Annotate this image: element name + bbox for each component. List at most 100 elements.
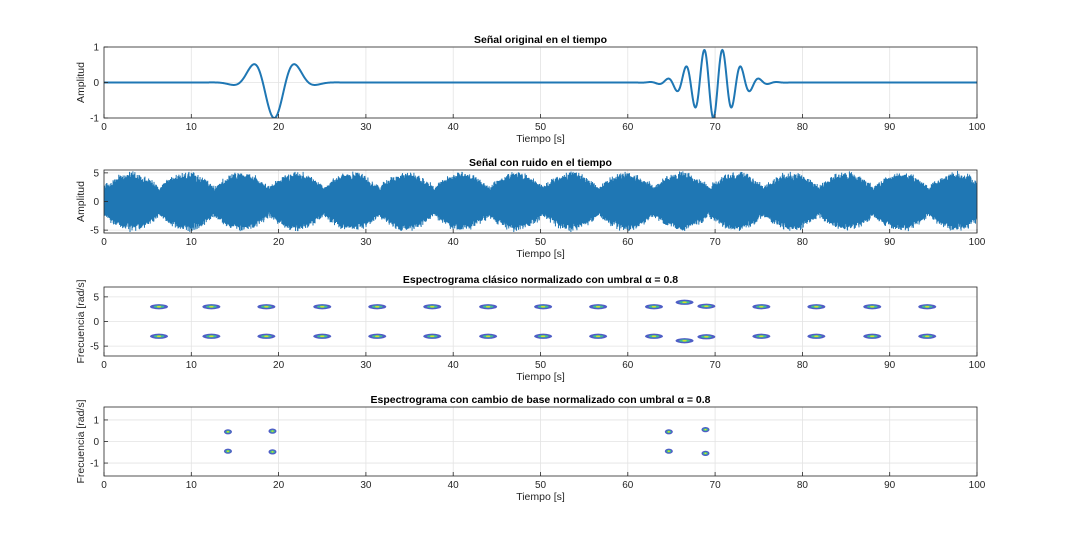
y-tick-label: 0 — [93, 437, 99, 448]
x-axis-label: Tiempo [s] — [516, 371, 565, 383]
spectrogram-blob-peak — [156, 306, 162, 308]
spectrogram-blob-peak — [485, 306, 491, 308]
x-tick-label: 80 — [797, 480, 809, 491]
spectrogram-blob-peak — [264, 335, 269, 337]
spectrogram-blob-peak — [704, 428, 707, 431]
x-tick-label: 100 — [969, 122, 986, 133]
x-axis-label: Tiempo [s] — [516, 133, 565, 145]
x-tick-label: 30 — [360, 122, 372, 133]
x-tick-label: 90 — [884, 122, 896, 133]
x-tick-label: 70 — [710, 480, 722, 491]
x-tick-label: 60 — [622, 480, 634, 491]
grid — [103, 287, 978, 356]
x-tick-label: 80 — [797, 122, 809, 133]
y-tick-label: 5 — [93, 292, 99, 303]
signal-line — [104, 48, 977, 118]
y-axis-label: Frecuencia [rad/s] — [75, 399, 87, 483]
plot-marks — [223, 427, 710, 456]
x-tick-label: 100 — [969, 480, 986, 491]
x-tick-label: 60 — [622, 360, 634, 371]
x-tick-label: 10 — [186, 237, 198, 248]
noisy-signal-line — [104, 170, 977, 233]
spectrogram-blob-peak — [320, 306, 325, 308]
x-tick-label: 30 — [360, 237, 372, 248]
spectrogram-blob-peak — [374, 335, 380, 337]
spectrogram-blob-peak — [814, 306, 819, 308]
spectrogram-blob-peak — [704, 305, 709, 307]
x-tick-label: 30 — [360, 480, 372, 491]
plot-marks — [104, 48, 977, 118]
subplot-title: Espectrograma con cambio de base normali… — [371, 394, 711, 406]
y-tick-label: -1 — [90, 114, 99, 125]
spectrogram-blob-peak — [540, 306, 546, 308]
subplot-title: Espectrograma clásico normalizado con um… — [403, 274, 678, 286]
x-tick-label: 60 — [622, 237, 634, 248]
x-tick-label: 0 — [101, 480, 107, 491]
spectrogram-blob-peak — [540, 335, 546, 337]
subplot-4: 0 10 20 30 40 50 60 70 80 90 100-101Espectrograma … — [75, 394, 986, 503]
spectrogram-blob-peak — [682, 340, 687, 342]
plot-marks — [104, 170, 977, 233]
spectrogram-blob-peak — [924, 335, 930, 337]
y-tick-label: 1 — [93, 415, 99, 426]
spectrogram-blob-peak — [869, 306, 875, 308]
subplot-3: 0 10 20 30 40 50 60 70 80 90 100-505Espectrograma … — [75, 274, 986, 383]
spectrogram-blob-peak — [209, 335, 214, 337]
spectrogram-blob-peak — [651, 335, 657, 337]
x-tick-label: 40 — [448, 480, 460, 491]
spectrogram-blob-peak — [704, 336, 709, 338]
spectrogram-blob-peak — [682, 301, 687, 303]
plot-marks — [149, 299, 937, 344]
spectrogram-blob-peak — [485, 335, 491, 337]
y-tick-label: -5 — [90, 226, 99, 237]
spectrogram-blob-peak — [156, 335, 162, 337]
spectrogram-blob-peak — [595, 335, 601, 337]
x-tick-label: 50 — [535, 122, 547, 133]
spectrogram-blob-peak — [429, 306, 435, 308]
x-tick-label: 0 — [101, 237, 107, 248]
y-tick-label: 5 — [93, 168, 99, 179]
spectrogram-blob-peak — [429, 335, 435, 337]
x-tick-label: 90 — [884, 360, 896, 371]
spectrogram-blob-peak — [924, 306, 930, 308]
x-tick-label: 10 — [186, 122, 198, 133]
x-tick-label: 10 — [186, 480, 198, 491]
x-tick-label: 20 — [273, 360, 285, 371]
spectrogram-blob-peak — [271, 451, 274, 453]
spectrogram-blob-peak — [226, 431, 229, 433]
x-tick-label: 40 — [448, 122, 460, 133]
x-tick-label: 50 — [535, 360, 547, 371]
x-tick-label: 70 — [710, 360, 722, 371]
spectrogram-blob-peak — [271, 430, 274, 432]
x-tick-label: 40 — [448, 237, 460, 248]
x-tick-label: 70 — [710, 122, 722, 133]
x-tick-label: 100 — [969, 237, 986, 248]
subplot-title: Señal con ruido en el tiempo — [469, 157, 612, 169]
y-tick-label: 0 — [93, 197, 99, 208]
x-tick-label: 50 — [535, 237, 547, 248]
x-tick-label: 70 — [710, 237, 722, 248]
y-tick-label: -5 — [90, 342, 99, 353]
y-axis-label: Frecuencia [rad/s] — [75, 279, 87, 363]
x-tick-label: 80 — [797, 360, 809, 371]
spectrogram-blob-peak — [264, 306, 269, 308]
y-tick-label: 0 — [93, 78, 99, 89]
spectrogram-blob-peak — [869, 335, 875, 337]
y-tick-label: 0 — [93, 317, 99, 328]
spectrogram-blob-peak — [667, 431, 670, 433]
x-tick-label: 20 — [273, 122, 285, 133]
spectrogram-blob-peak — [667, 450, 670, 452]
x-axis-label: Tiempo [s] — [516, 248, 565, 260]
x-tick-label: 0 — [101, 360, 107, 371]
x-tick-label: 90 — [884, 480, 896, 491]
y-axis-label: Amplitud — [75, 62, 87, 103]
spectrogram-blob-peak — [651, 306, 657, 308]
y-axis-label: Amplitud — [75, 181, 87, 222]
x-tick-label: 90 — [884, 237, 896, 248]
x-tick-label: 50 — [535, 480, 547, 491]
spectrogram-blob-peak — [595, 306, 601, 308]
x-tick-label: 0 — [101, 122, 107, 133]
